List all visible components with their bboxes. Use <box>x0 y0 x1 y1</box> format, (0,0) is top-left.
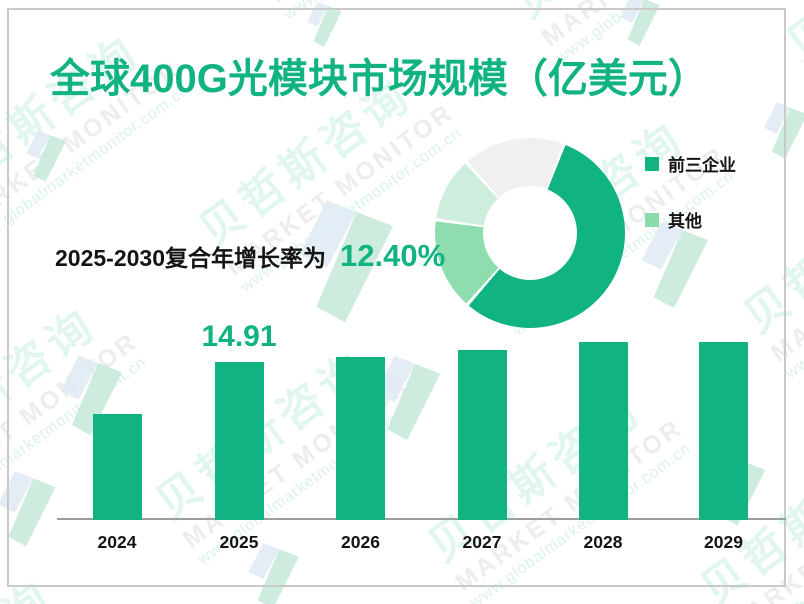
x-axis-label-2027: 2027 <box>462 532 502 552</box>
bar-2027 <box>457 350 507 520</box>
legend-swatch-top3 <box>645 156 659 171</box>
bar-2028 <box>578 342 628 520</box>
page-title: 全球400G光模块市场规模（亿美元） <box>50 57 708 101</box>
bar-2026 <box>336 357 385 520</box>
bar-2024 <box>92 414 142 520</box>
bar-value-label-2025: 14.91 <box>201 320 277 353</box>
x-axis-label-2029: 2029 <box>704 532 743 552</box>
x-axis-label-2025: 2025 <box>219 532 259 552</box>
legend-item-top3: 前三企业 <box>645 151 736 176</box>
x-axis-label-2026: 2026 <box>341 532 380 552</box>
donut-chart <box>435 138 625 328</box>
x-axis-label-2024: 2024 <box>97 532 137 552</box>
cagr-line: 2025-2030复合年增长率为 12.40% <box>55 238 445 274</box>
legend-label-top3: 前三企业 <box>668 156 736 175</box>
bar-2029 <box>699 342 748 520</box>
x-axis-line <box>57 518 786 520</box>
cagr-label: 2025-2030复合年增长率为 <box>55 245 326 271</box>
bar-2025 <box>214 362 264 520</box>
x-axis-label-2028: 2028 <box>583 532 623 552</box>
